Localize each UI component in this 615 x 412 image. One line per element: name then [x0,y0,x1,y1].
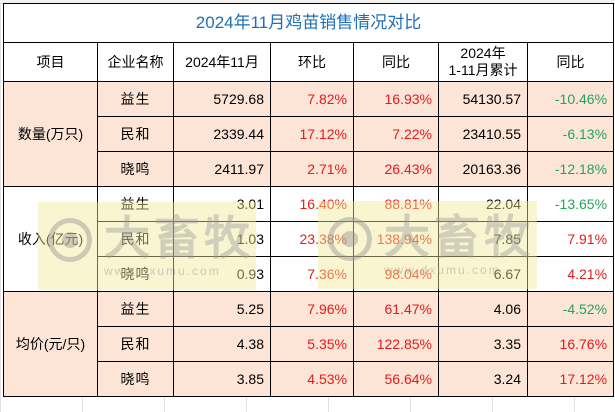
header-month: 2024年11月 [173,42,271,82]
header-company: 企业名称 [97,42,174,82]
month-value: 3.01 [173,186,271,222]
yoy-value: 56.64% [353,361,439,397]
month-value: 0.93 [173,256,271,292]
table-row: 晓鸣 3.85 4.53% 56.64% 3.24 17.12% [4,361,615,397]
month-value: 2411.97 [173,151,271,187]
company-cell: 民和 [97,116,174,152]
table-row: 均价(元/只) 益生 5.25 7.96% 61.47% 4.06 -4.52% [3,291,615,397]
table-row: 民和 1.03 23.38% 138.94% 7.85 7.91% [4,221,615,257]
header-yoy: 同比 [353,42,439,82]
month-value: 4.38 [173,326,271,362]
month-value: 5729.68 [173,81,271,117]
month-value: 2339.44 [173,116,271,152]
ytd-yoy-value: -13.65% [526,186,615,222]
table-row: 晓鸣 2411.97 2.71% 26.43% 20163.36 -12.18% [4,151,615,187]
company-cell: 益生 [97,291,174,327]
table-title: 2024年11月鸡苗销售情况对比 [2,3,615,43]
header-ytd-line2: 1-11月累计 [448,62,518,78]
yoy-value: 88.81% [353,186,439,222]
mom-value: 2.71% [270,151,354,187]
header-ytd-yoy: 同比 [526,42,615,82]
yoy-value: 61.47% [353,291,439,327]
ytd-yoy-value: 4.21% [526,256,615,292]
mom-value: 23.38% [270,221,354,257]
ytd-value: 6.67 [438,256,528,292]
mom-value: 16.40% [270,186,354,222]
company-cell: 益生 [97,81,174,117]
yoy-value: 138.94% [353,221,439,257]
company-cell: 民和 [97,221,174,257]
mom-value: 4.53% [270,361,354,397]
table-row: 民和 2339.44 17.12% 7.22% 23410.55 -6.13% [4,116,615,152]
comparison-table: 2024年11月鸡苗销售情况对比 项目 企业名称 2024年11月 环比 同比 … [2,3,615,397]
mom-value: 5.35% [270,326,354,362]
month-value: 1.03 [173,221,271,257]
ytd-value: 20163.36 [438,151,528,187]
header-mom: 环比 [270,42,354,82]
header-ytd-line1: 2024年 [460,45,506,61]
ytd-value: 3.24 [438,361,528,397]
company-cell: 益生 [97,186,174,222]
mom-value: 7.82% [270,81,354,117]
group-label-quantity: 数量(万只) [3,81,98,187]
ytd-value: 23410.55 [438,116,528,152]
yoy-value: 16.93% [353,81,439,117]
yoy-value: 122.85% [353,326,439,362]
ytd-yoy-value: -12.18% [526,151,615,187]
header-ytd: 2024年 1-11月累计 [438,42,528,82]
ytd-yoy-value: 17.12% [526,361,615,397]
company-cell: 晓鸣 [97,151,174,187]
month-value: 3.85 [173,361,271,397]
ytd-value: 7.85 [438,221,528,257]
mom-value: 7.96% [270,291,354,327]
yoy-value: 7.22% [353,116,439,152]
mom-value: 17.12% [270,116,354,152]
ytd-yoy-value: -10.46% [526,81,615,117]
header-row: 项目 企业名称 2024年11月 环比 同比 2024年 1-11月累计 同比 [3,42,615,82]
ytd-value: 3.35 [438,326,528,362]
ytd-yoy-value: 7.91% [526,221,615,257]
ytd-yoy-value: -6.13% [526,116,615,152]
table-row: 收入(亿元) 益生 3.01 16.40% 88.81% 22.04 -13.6… [3,186,615,292]
table-row: 数量(万只) 益生 5729.68 7.82% 16.93% 54130.57 … [3,81,615,187]
month-value: 5.25 [173,291,271,327]
group-label-revenue: 收入(亿元) [3,186,98,292]
mom-value: 7.36% [270,256,354,292]
yoy-value: 98.04% [353,256,439,292]
ytd-value: 54130.57 [438,81,528,117]
table-row: 晓鸣 0.93 7.36% 98.04% 6.67 4.21% [4,256,615,292]
company-cell: 晓鸣 [97,256,174,292]
ytd-value: 22.04 [438,186,528,222]
company-cell: 民和 [97,326,174,362]
group-label-avg-price: 均价(元/只) [3,291,98,397]
table-row: 民和 4.38 5.35% 122.85% 3.35 16.76% [4,326,615,362]
yoy-value: 26.43% [353,151,439,187]
ytd-yoy-value: -4.52% [526,291,615,327]
ytd-value: 4.06 [438,291,528,327]
company-cell: 晓鸣 [97,361,174,397]
ytd-yoy-value: 16.76% [526,326,615,362]
header-item: 项目 [3,42,98,82]
